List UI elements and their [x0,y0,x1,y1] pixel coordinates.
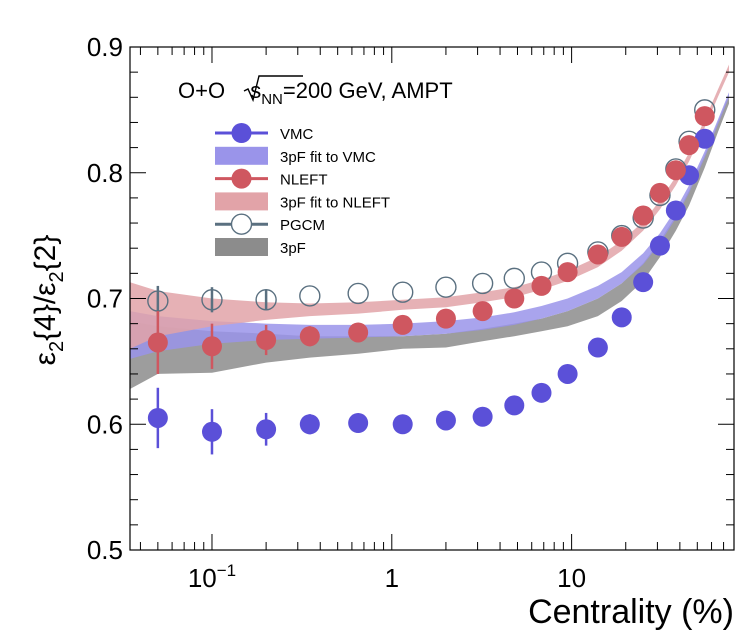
point-nleft [611,226,632,247]
point-vmc [504,395,525,416]
band-3pf-fit-to-nleft [130,64,729,349]
y-tick-label: 0.6 [87,409,123,439]
legend-swatch-band [215,146,268,165]
legend-entry-threepf: 3pF [215,238,306,257]
point-vmc [557,363,578,384]
y-label-four: {4}/ [29,295,62,341]
ticks-layer: 0.5 0.6 0.7 0.8 0.9 10−1 1 10 [87,32,735,593]
point-vmc [611,307,632,328]
sqrt-symbol [243,75,303,103]
point-pgcm [435,276,457,298]
title-subscript: NN [261,91,283,108]
point-nleft [679,135,700,156]
legend-label: PGCM [280,217,325,234]
y-tick-label: 0.5 [87,535,123,565]
legend-entry-nleft: NLEFT [215,168,328,189]
point-vmc [472,406,493,427]
point-vmc [348,412,369,433]
legend-swatch-band [215,238,268,256]
point-nleft [649,182,670,203]
point-nleft [504,288,525,309]
point-nleft [256,329,277,350]
title-prefix: O+O [178,78,231,103]
legend-label: 3pF fit to VMC [280,149,376,166]
title-suffix: =200 GeV, AMPT [283,78,453,103]
series-layer [147,99,716,455]
band-3pf [130,94,729,390]
legend-label: 3pF [280,240,306,257]
series-vmc [147,128,715,455]
point-nleft [392,314,413,335]
point-nleft [665,160,686,181]
y-label-eps: ε [29,352,62,365]
point-pgcm [347,282,369,305]
point-pgcm [147,290,169,312]
y-axis-label: ε2{4}/ε2{2} [29,235,68,366]
legend: VMC 3pF fit to VMC NLEFT 3pF fit to NLEFT PG… [215,123,390,257]
point-vmc [256,419,277,440]
point-vmc [531,382,552,403]
point-vmc [435,410,456,431]
legend-entry-nleft_fit: 3pF fit to NLEFT [215,192,390,211]
y-tick-label: 0.7 [87,284,123,314]
point-vmc [649,235,670,256]
point-pgcm [471,272,494,295]
x-tick-label: 1 [385,563,399,593]
legend-swatch-marker [230,213,253,235]
legend-entry-vmc_fit: 3pF fit to VMC [215,146,376,166]
legend-entry-pgcm: PGCM [215,213,325,235]
point-pgcm [503,267,525,290]
point-vmc [665,200,686,221]
legend-swatch-marker [231,168,252,189]
legend-label: VMC [280,126,314,143]
legend-label: NLEFT [280,172,328,189]
point-vmc [201,421,222,442]
point-vmc [587,337,608,358]
point-pgcm [299,285,321,307]
point-nleft [694,106,715,127]
legend-swatch-band [215,192,268,211]
point-pgcm [201,289,223,311]
y-label-sub-b: 2 [46,271,68,282]
bands-layer [130,64,729,390]
y-tick-label: 0.9 [87,32,123,62]
point-nleft [435,308,456,329]
point-nleft [472,301,493,322]
point-nleft [557,262,578,283]
legend-entry-vmc: VMC [215,123,314,143]
legend-label: 3pF fit to NLEFT [280,194,390,211]
point-vmc [147,407,168,428]
point-vmc [633,272,654,293]
x-tick-label: 10−1 [188,561,236,593]
point-vmc [392,414,413,435]
point-vmc [694,128,715,149]
point-nleft [201,336,222,357]
point-nleft [348,322,369,343]
y-tick-label: 0.8 [87,158,123,188]
band-3pf-fit-to-vmc [130,92,729,359]
point-nleft [633,205,654,226]
legend-swatch-marker [231,123,252,143]
point-pgcm [255,289,277,311]
y-label-sub: 2 [46,341,68,352]
y-label-eps2: ε [29,282,62,295]
y-label-two: {2} [29,235,62,272]
x-tick-label: 10 [557,563,586,593]
point-nleft [147,332,168,353]
point-vmc [299,414,320,435]
chart-title: O+O sNN=200 GeV, AMPT [178,78,453,108]
point-nleft [587,244,608,265]
point-nleft [299,326,320,347]
x-axis-label: Centrality (%) [528,593,734,631]
point-nleft [531,275,552,296]
series-nleft [147,106,715,374]
point-pgcm [392,281,414,303]
